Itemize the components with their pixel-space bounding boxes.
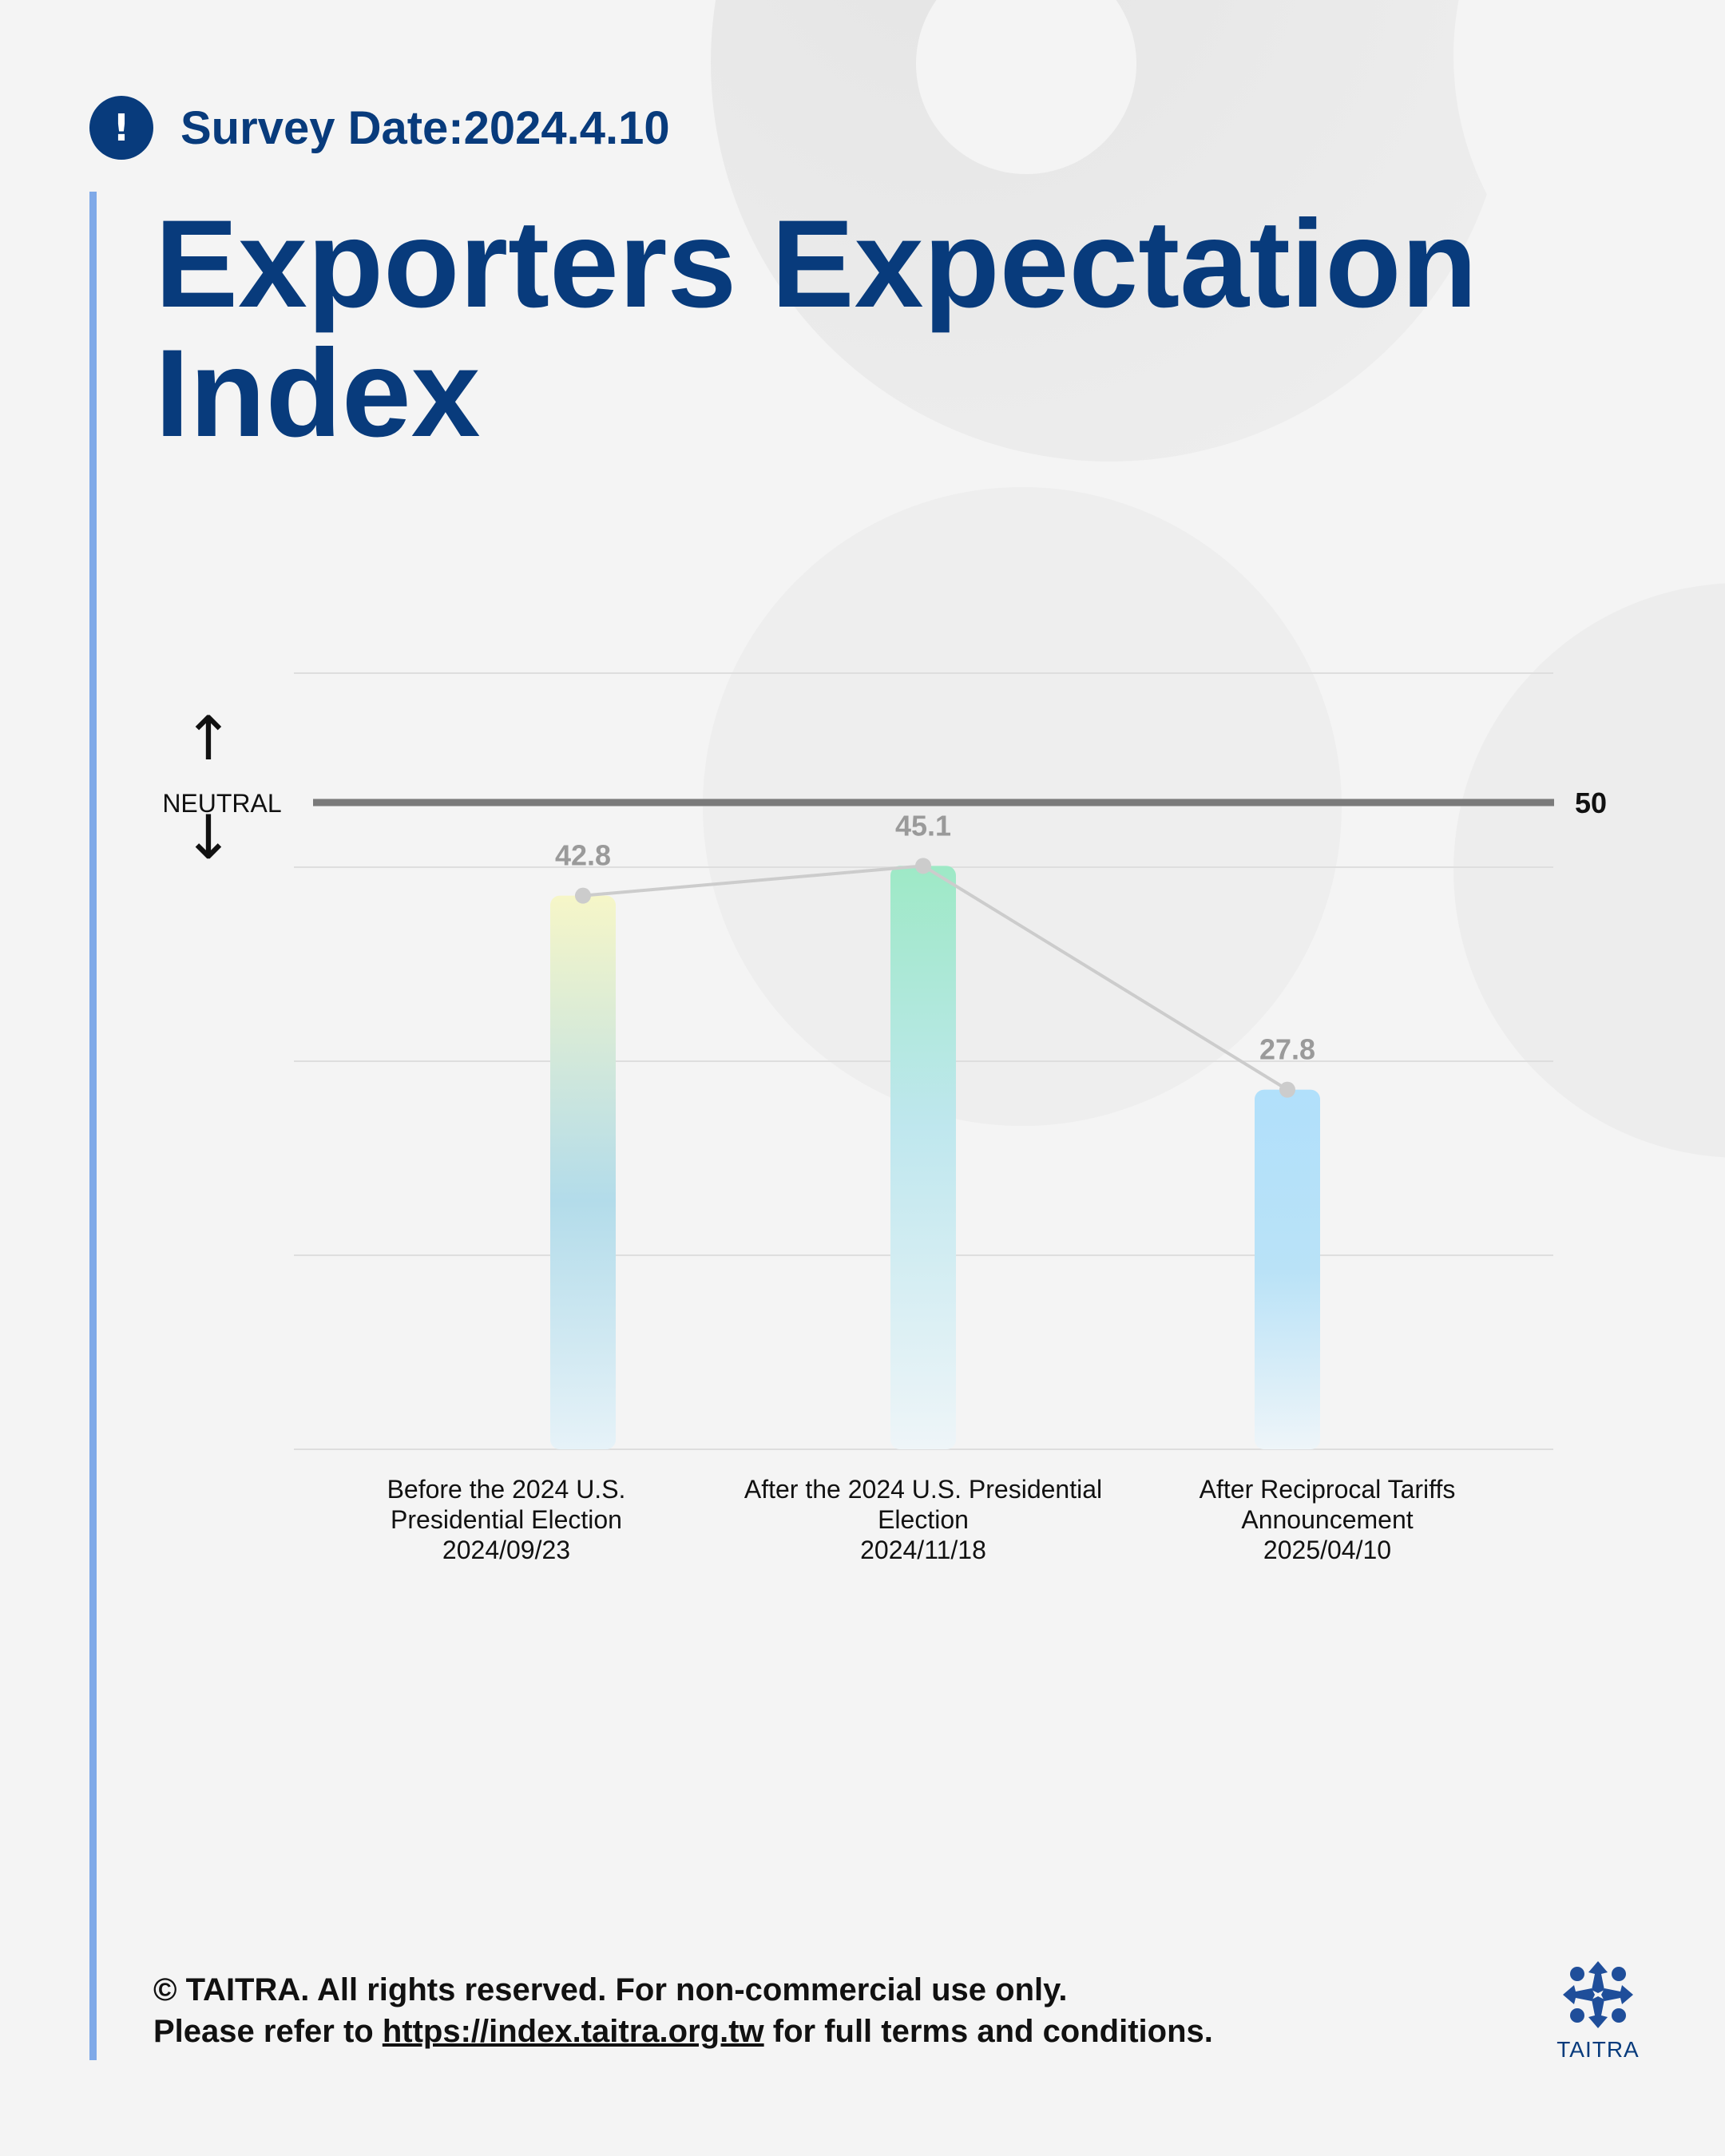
survey-date-header: ! Survey Date:2024.4.10 xyxy=(89,94,670,161)
footer: © TAITRA. All rights reserved. For non-c… xyxy=(153,1969,1213,2052)
x-tick-label: Announcement xyxy=(1241,1505,1413,1534)
logo-text: TAITRA xyxy=(1556,2037,1640,2062)
x-tick-label: After Reciprocal Tariffs xyxy=(1200,1475,1456,1504)
trend-point xyxy=(1279,1081,1295,1098)
chart-bars xyxy=(550,866,1320,1449)
x-tick-label: Election xyxy=(878,1505,969,1534)
trend-line xyxy=(575,858,1295,1098)
trend-point xyxy=(575,887,591,904)
x-tick-label: After the 2024 U.S. Presidential xyxy=(744,1475,1102,1504)
x-tick-label: 2024/09/23 xyxy=(442,1536,570,1564)
exclamation-icon: ! xyxy=(89,96,153,160)
value-label: 42.8 xyxy=(555,839,611,872)
x-tick-label: Presidential Election xyxy=(391,1505,622,1534)
up-arrow-icon: ↑ xyxy=(183,703,234,774)
terms-link[interactable]: https://index.taitra.org.tw xyxy=(382,2014,764,2049)
bar xyxy=(550,895,616,1449)
x-tick-label: 2025/04/10 xyxy=(1263,1536,1391,1564)
trend-point xyxy=(915,858,931,874)
accent-bar xyxy=(89,192,97,2060)
neutral-label: NEUTRAL xyxy=(162,789,281,818)
bar xyxy=(1255,1089,1320,1449)
terms-prefix: Please refer to xyxy=(153,2014,374,2049)
down-arrow-icon: ↓ xyxy=(183,802,234,873)
neutral-value: 50 xyxy=(1575,787,1607,819)
neutral-reference: NEUTRAL 50 ↑ ↓ xyxy=(162,703,1607,873)
bar xyxy=(890,866,956,1449)
x-tick-label: Before the 2024 U.S. xyxy=(387,1475,626,1504)
survey-date: Survey Date:2024.4.10 xyxy=(180,101,670,154)
value-label: 45.1 xyxy=(895,809,951,842)
chart-labels: 42.8 45.1 27.8 Before the 2024 U.S.Presiden… xyxy=(387,809,1456,1564)
terms-suffix: for full terms and conditions. xyxy=(772,2014,1213,2049)
page-title: Exporters Expectation Index xyxy=(155,195,1477,463)
taitra-logo-icon xyxy=(1563,1961,1633,2028)
copyright-text: © TAITRA. All rights reserved. For non-c… xyxy=(153,1972,1068,2007)
value-label: 27.8 xyxy=(1259,1033,1315,1066)
x-tick-label: 2024/11/18 xyxy=(860,1536,986,1564)
terms-text: Please refer to https://index.taitra.org… xyxy=(153,2011,1213,2052)
taitra-logo: TAITRA xyxy=(1554,1958,1642,2063)
